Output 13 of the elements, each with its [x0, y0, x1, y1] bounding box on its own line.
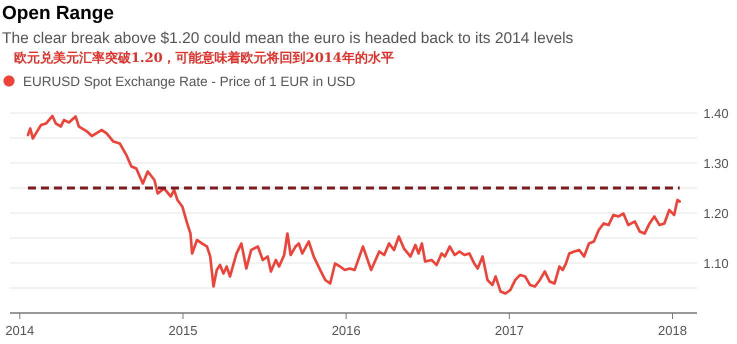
legend: EURUSD Spot Exchange Rate - Price of 1 EUR in USD: [4, 74, 356, 89]
y-tick-label: 1.30: [703, 156, 729, 171]
text: 欧元兑美元汇率突破1.20，可能意味着欧元将回到2014年的水平: [14, 50, 394, 66]
x-tick-label: 2016: [332, 323, 361, 338]
x-tick-label: 2014: [5, 323, 34, 338]
x-tick-label: 2017: [494, 323, 524, 338]
chart-title: Open Range: [2, 3, 114, 24]
y-tick-label: 1.40: [703, 106, 729, 121]
y-tick-label: 1.10: [703, 256, 729, 271]
chart-subtitle: The clear break above $1.20 could mean the euro is headed back to its 2014 levels: [2, 30, 574, 47]
x-tick-label: 2015: [168, 323, 198, 338]
y-tick-label: 1.20: [703, 206, 729, 221]
x-tick-label: 2018: [658, 323, 687, 338]
